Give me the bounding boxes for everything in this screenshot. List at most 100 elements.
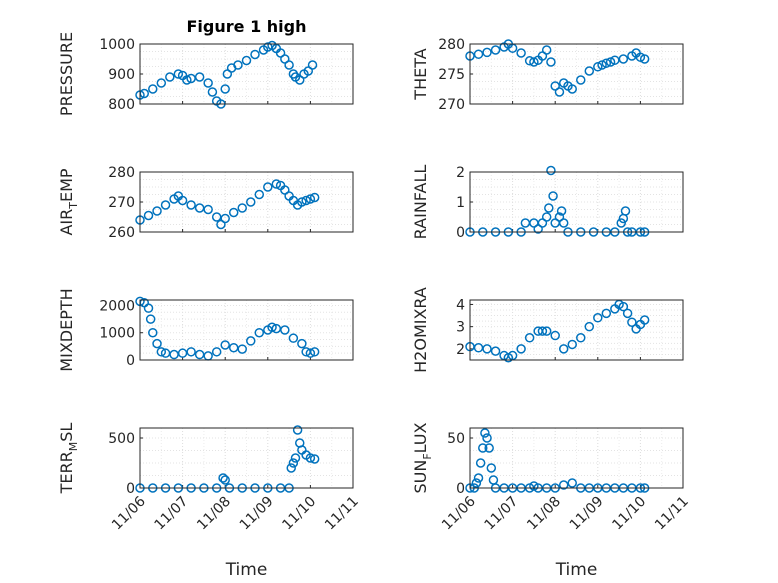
data-point [305,194,316,204]
data-point [558,480,569,490]
data-point [143,303,154,313]
x-tick-label: 11/08 [194,494,234,534]
data-point [548,191,558,201]
data-point [305,348,316,358]
data-point [211,212,222,222]
y-tick-label: 0 [456,225,465,241]
data-point [207,87,218,97]
data-point [305,453,316,463]
axes-frame [139,171,354,233]
data-point [237,344,247,354]
data-point [558,344,569,354]
data-point [480,428,490,438]
data-point [156,347,167,357]
y-axis-label: PRESSURE [57,32,76,116]
data-point [618,301,629,312]
data-point [220,84,230,94]
data-point [635,52,646,62]
data-point [567,84,577,94]
data-point [597,60,607,70]
data-point [541,326,552,336]
y-tick-label: 50 [447,431,465,447]
data-point [254,327,265,338]
subplot-rainfall: 0 1 2 RAINFALL [411,165,684,241]
subplot-air_temp: 260 270 280 AIRTEMP [57,165,354,241]
series-h2omixra [465,299,650,363]
y-tick-label: 0 [126,481,135,497]
data-point [639,54,650,64]
data-point [473,473,484,483]
y-tick-label: 1 [456,195,465,211]
data-point [593,313,603,323]
data-point [309,192,320,203]
data-point [143,210,154,221]
y-tick-label: 2 [456,342,465,358]
data-point [233,60,243,70]
data-point [576,75,586,85]
data-point [601,58,612,68]
data-point [186,347,196,357]
data-point [186,200,196,210]
data-point [567,478,577,488]
data-point [529,57,539,67]
y-tick-label: 2 [456,165,465,181]
data-point [246,197,256,207]
data-point [220,475,230,485]
subplot-pressure: 800 900 1000 PRESSURE Figure 1 high [57,17,354,116]
x-tick-label: 11/07 [152,494,192,534]
data-point [288,333,299,343]
data-point [486,463,497,473]
data-point [541,45,552,55]
data-point [471,478,482,488]
data-point [576,333,586,343]
data-point [177,195,188,206]
y-tick-label: 2000 [99,298,135,314]
y-tick-label: 275 [438,67,465,83]
axes-frame [139,299,354,361]
x-tick-label: 11/06 [109,493,149,533]
data-point [627,317,637,327]
y-tick-label: 900 [108,67,135,83]
data-point [301,195,311,206]
x-tick-label: 11/09 [567,494,607,534]
y-axis-label: THETA [411,48,430,100]
subplot-terr_msl: 0 500 TERRMSL 11/06 11/07 11/08 11/09 11/10 11/1… [57,423,362,580]
data-point [567,339,577,350]
x-tick-label: 11/11 [322,494,362,534]
axes-frame [469,43,684,105]
y-tick-label: 1000 [99,37,135,53]
data-point [148,84,158,94]
data-point [254,189,265,200]
y-tick-label: 0 [456,481,465,497]
data-point [618,54,629,64]
axes-frame [469,427,684,489]
data-point [550,330,560,341]
x-axis-label: Time [555,560,598,580]
series-pressure [135,40,318,109]
data-point [211,347,222,357]
data-point [152,338,162,349]
data-point [544,203,554,213]
x-tick-label: 11/09 [237,494,277,534]
y-axis-label: RAINFALL [411,165,430,240]
y-tick-label: 1000 [99,326,135,342]
data-point [482,47,492,58]
data-point [558,218,569,228]
axes-frame [469,299,684,361]
data-point [309,454,320,464]
data-point [182,75,192,85]
data-point [241,55,252,66]
data-point [267,322,277,333]
y-axis-label: AIRTEMP [57,168,80,235]
data-point [271,179,282,189]
data-point [309,347,320,357]
data-point [263,182,273,192]
data-point [284,60,294,70]
data-point [584,66,595,76]
data-point [297,338,307,349]
x-tick-label: 11/08 [524,494,564,534]
data-point [516,48,526,58]
data-point [145,314,156,324]
axes-frame [469,171,684,233]
data-point [482,433,492,443]
